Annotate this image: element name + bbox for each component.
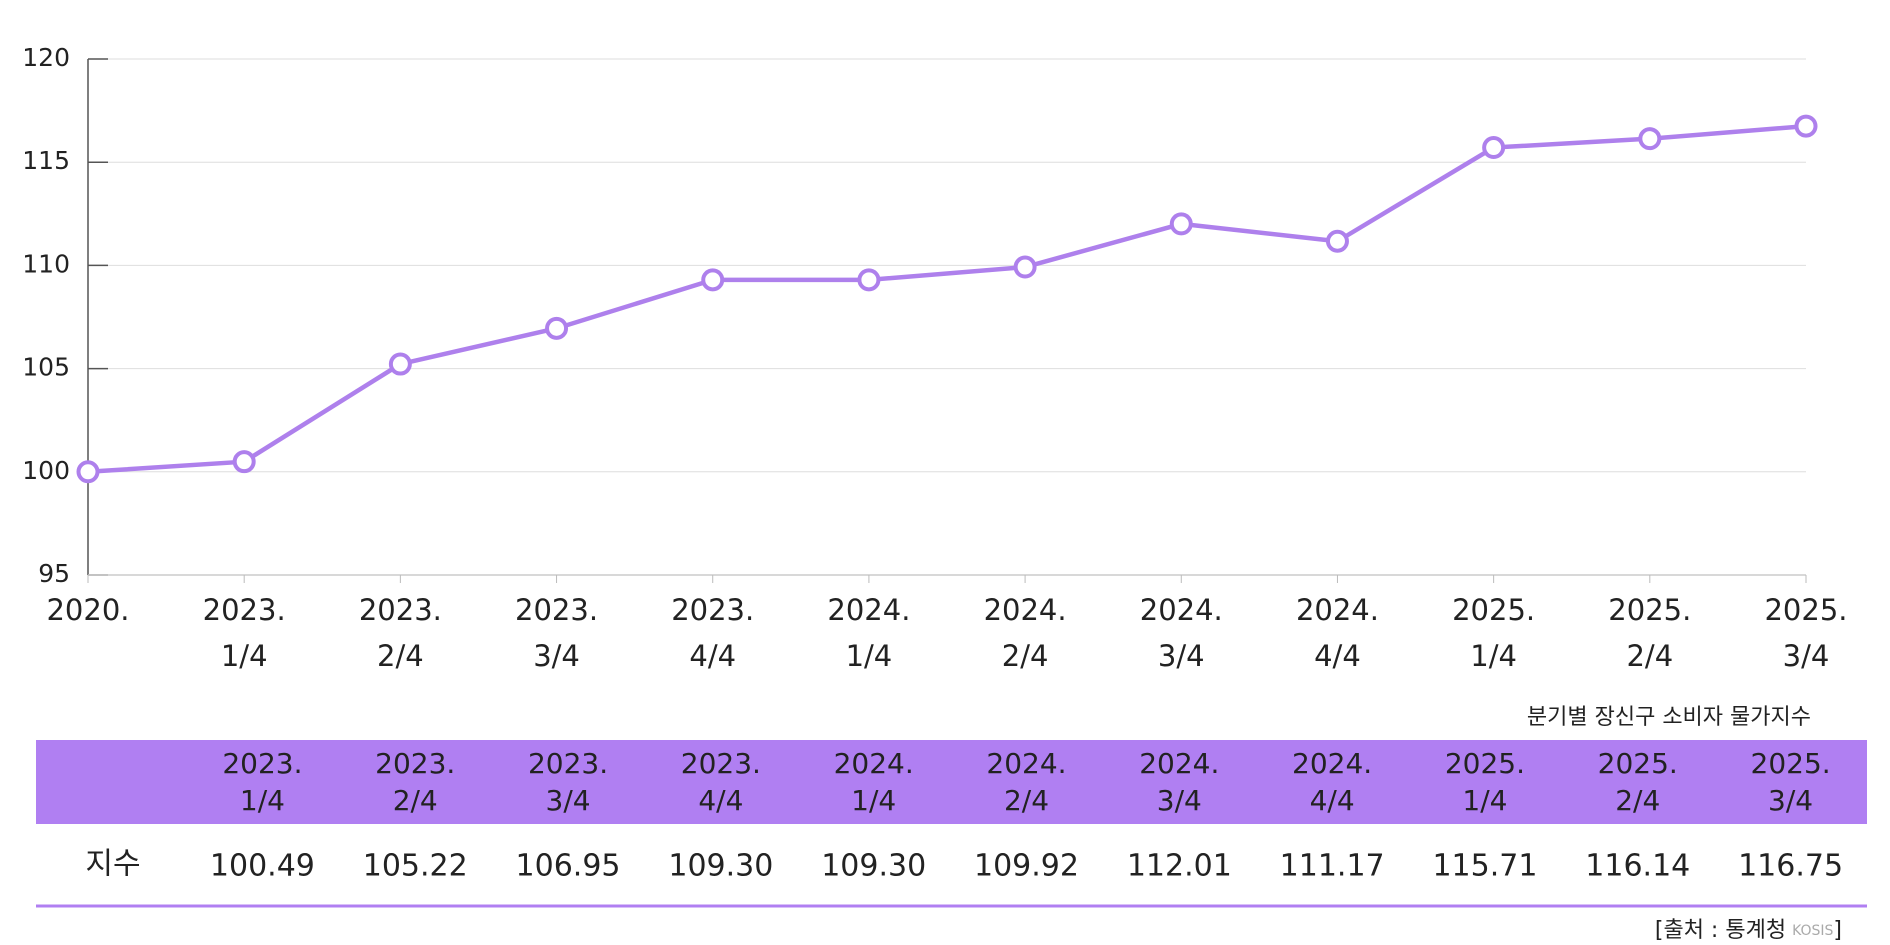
- marker: [1169, 212, 1193, 236]
- x-tick-label: 2025.: [1608, 593, 1691, 627]
- table-cell: 106.95: [516, 849, 621, 884]
- x-tick-label: 2024.: [984, 593, 1067, 627]
- table-cell: 115.71: [1432, 849, 1537, 884]
- caption: 분기별 장신구 소비자 물가지수: [1527, 705, 1811, 730]
- source: [출처 : 통계청 KOSIS]: [1655, 918, 1842, 943]
- table-cell: 105.22: [363, 849, 468, 884]
- table-cell: 116.14: [1585, 849, 1690, 884]
- table-header: [36, 740, 1867, 824]
- marker: [1325, 229, 1349, 253]
- table-header-label: 2/4: [1615, 784, 1660, 817]
- table-header-label: 4/4: [1310, 784, 1355, 817]
- table-header-label: 2024.: [986, 747, 1066, 780]
- table-cell: 116.75: [1738, 849, 1843, 884]
- marker: [232, 450, 256, 474]
- marker: [1013, 255, 1037, 279]
- x-tick-label: 1/4: [1470, 639, 1517, 673]
- table-header-label: 3/4: [546, 784, 591, 817]
- x-tick-label: 2025.: [1764, 593, 1847, 627]
- table-row-label: 지수: [85, 847, 140, 882]
- x-tick-label: 2023.: [359, 593, 442, 627]
- table-header-label: 2023.: [222, 747, 302, 780]
- marker: [388, 352, 412, 376]
- x-tick-label: 2024.: [1140, 593, 1223, 627]
- table-cell: 112.01: [1127, 849, 1232, 884]
- x-tick-label: 2025.: [1452, 593, 1535, 627]
- table-header-label: 2025.: [1751, 747, 1831, 780]
- table-header-label: 2024.: [834, 747, 914, 780]
- table-header-label: 2024.: [1292, 747, 1372, 780]
- table-header-label: 2025.: [1445, 747, 1525, 780]
- y-tick-label: 120: [22, 43, 70, 72]
- x-tick-label: 1/4: [846, 639, 893, 673]
- y-tick-label: 110: [22, 249, 70, 278]
- table-header-label: 2023.: [681, 747, 761, 780]
- table-header-label: 2023.: [528, 747, 608, 780]
- table-header-label: 1/4: [1462, 784, 1507, 817]
- table-cell: 109.92: [974, 849, 1079, 884]
- x-tick-label: 2023.: [203, 593, 286, 627]
- marker: [545, 316, 569, 340]
- x-tick-label: 2024.: [1296, 593, 1379, 627]
- x-tick-label: 4/4: [1314, 639, 1361, 673]
- table-header-label: 1/4: [851, 784, 896, 817]
- marker: [857, 268, 881, 292]
- marker: [701, 268, 725, 292]
- y-tick-label: 100: [22, 456, 70, 485]
- table-header-label: 4/4: [698, 784, 743, 817]
- table-header-label: 3/4: [1157, 784, 1202, 817]
- x-tick-label: 3/4: [1158, 639, 1205, 673]
- source-logo: KOSIS: [1792, 923, 1833, 939]
- source-suffix: ]: [1833, 918, 1842, 943]
- table-header-label: 2/4: [1004, 784, 1049, 817]
- table-header-label: 3/4: [1768, 784, 1813, 817]
- marker: [1794, 114, 1818, 138]
- table-header-label: 2/4: [393, 784, 438, 817]
- marker: [1482, 136, 1506, 160]
- x-tick-label: 3/4: [1783, 639, 1830, 673]
- x-tick-label: 2020.: [46, 593, 129, 627]
- x-tick-label: 2/4: [377, 639, 424, 673]
- x-tick-label: 2/4: [1626, 639, 1673, 673]
- x-tick-label: 2024.: [827, 593, 910, 627]
- x-tick-label: 3/4: [533, 639, 580, 673]
- marker: [1638, 127, 1662, 151]
- table-cell: 111.17: [1280, 849, 1385, 884]
- y-tick-label: 95: [38, 559, 70, 588]
- table-header-label: 2024.: [1139, 747, 1219, 780]
- x-tick-label: 4/4: [689, 639, 736, 673]
- table-cell: 100.49: [210, 849, 315, 884]
- line: [87, 123, 1807, 475]
- y-tick-label: 115: [22, 146, 70, 175]
- table-cell: 109.30: [668, 849, 773, 884]
- table-header-label: 2025.: [1598, 747, 1678, 780]
- source-prefix: [출처 : 통계청: [1655, 918, 1786, 943]
- table-header-label: 1/4: [240, 784, 285, 817]
- table-header-label: 2023.: [375, 747, 455, 780]
- x-tick-label: 2023.: [515, 593, 598, 627]
- x-tick-label: 2023.: [671, 593, 754, 627]
- y-tick-label: 105: [22, 353, 70, 382]
- marker: [76, 460, 100, 484]
- x-tick-label: 2/4: [1002, 639, 1049, 673]
- x-tick-label: 1/4: [221, 639, 268, 673]
- table-cell: 109.30: [821, 849, 926, 884]
